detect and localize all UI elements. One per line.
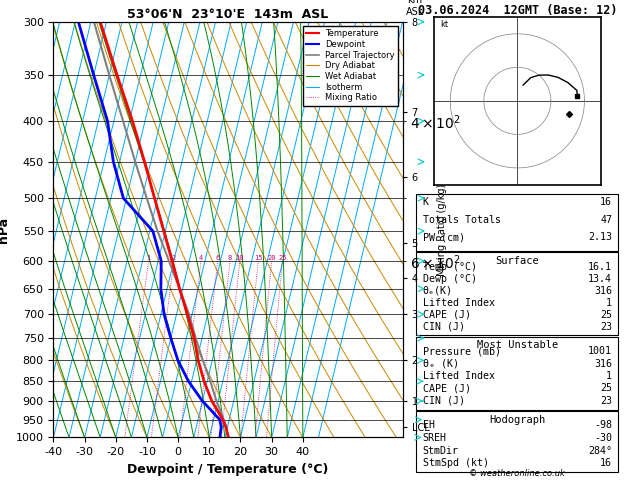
Text: SREH: SREH: [423, 433, 447, 443]
Text: -98: -98: [594, 420, 612, 431]
Bar: [416, 252, 618, 335]
Text: Hodograph: Hodograph: [489, 415, 545, 425]
Text: Temp (°C): Temp (°C): [423, 261, 477, 272]
Text: CIN (J): CIN (J): [423, 322, 465, 332]
Text: 1: 1: [606, 298, 612, 308]
Text: StmSpd (kt): StmSpd (kt): [423, 458, 489, 469]
Text: 8: 8: [228, 255, 232, 261]
X-axis label: Dewpoint / Temperature (°C): Dewpoint / Temperature (°C): [127, 463, 329, 476]
Text: 03.06.2024  12GMT (Base: 12): 03.06.2024 12GMT (Base: 12): [418, 4, 618, 17]
Text: Lifted Index: Lifted Index: [423, 298, 494, 308]
Text: Pressure (mb): Pressure (mb): [423, 346, 501, 356]
Bar: [416, 337, 618, 410]
Text: kt: kt: [440, 20, 448, 29]
Text: 1: 1: [606, 371, 612, 381]
Text: 13.4: 13.4: [588, 274, 612, 284]
Text: StmDir: StmDir: [423, 446, 459, 456]
Text: 6: 6: [216, 255, 220, 261]
Text: 25: 25: [600, 310, 612, 320]
Text: 16: 16: [600, 197, 612, 208]
Y-axis label: hPa: hPa: [0, 217, 10, 243]
Text: Totals Totals: Totals Totals: [423, 215, 501, 225]
Text: CIN (J): CIN (J): [423, 396, 465, 406]
Text: 20: 20: [267, 255, 276, 261]
Text: 2.13: 2.13: [588, 232, 612, 242]
Text: Dewp (°C): Dewp (°C): [423, 274, 477, 284]
Text: 316: 316: [594, 359, 612, 368]
Bar: [416, 194, 618, 251]
Text: Most Unstable: Most Unstable: [477, 340, 558, 350]
Text: km
ASL: km ASL: [406, 0, 424, 17]
Text: Surface: Surface: [496, 256, 539, 266]
Text: θₑ(K): θₑ(K): [423, 286, 452, 295]
Text: 15: 15: [254, 255, 262, 261]
Title: 53°06'N  23°10'E  143m  ASL: 53°06'N 23°10'E 143m ASL: [128, 8, 328, 21]
Text: 23: 23: [600, 322, 612, 332]
Text: 25: 25: [600, 383, 612, 393]
Text: K: K: [423, 197, 428, 208]
Text: 16.1: 16.1: [588, 261, 612, 272]
Text: CAPE (J): CAPE (J): [423, 310, 470, 320]
Legend: Temperature, Dewpoint, Parcel Trajectory, Dry Adiabat, Wet Adiabat, Isotherm, Mi: Temperature, Dewpoint, Parcel Trajectory…: [303, 26, 398, 105]
Text: Lifted Index: Lifted Index: [423, 371, 494, 381]
Text: -30: -30: [594, 433, 612, 443]
Text: 4: 4: [199, 255, 203, 261]
Text: PW (cm): PW (cm): [423, 232, 465, 242]
Text: 25: 25: [278, 255, 287, 261]
Bar: [416, 411, 618, 472]
Text: 1001: 1001: [588, 346, 612, 356]
Text: CAPE (J): CAPE (J): [423, 383, 470, 393]
Text: 316: 316: [594, 286, 612, 295]
Text: θₑ (K): θₑ (K): [423, 359, 459, 368]
Text: 23: 23: [600, 396, 612, 406]
Text: 1: 1: [147, 255, 151, 261]
Text: 284°: 284°: [588, 446, 612, 456]
Text: 16: 16: [600, 458, 612, 469]
Text: 2: 2: [172, 255, 176, 261]
Text: 47: 47: [600, 215, 612, 225]
Text: Mixing Ratio (g/kg): Mixing Ratio (g/kg): [437, 184, 447, 276]
Text: EH: EH: [423, 420, 435, 431]
Text: 10: 10: [236, 255, 244, 261]
Text: © weatheronline.co.uk: © weatheronline.co.uk: [469, 469, 565, 478]
